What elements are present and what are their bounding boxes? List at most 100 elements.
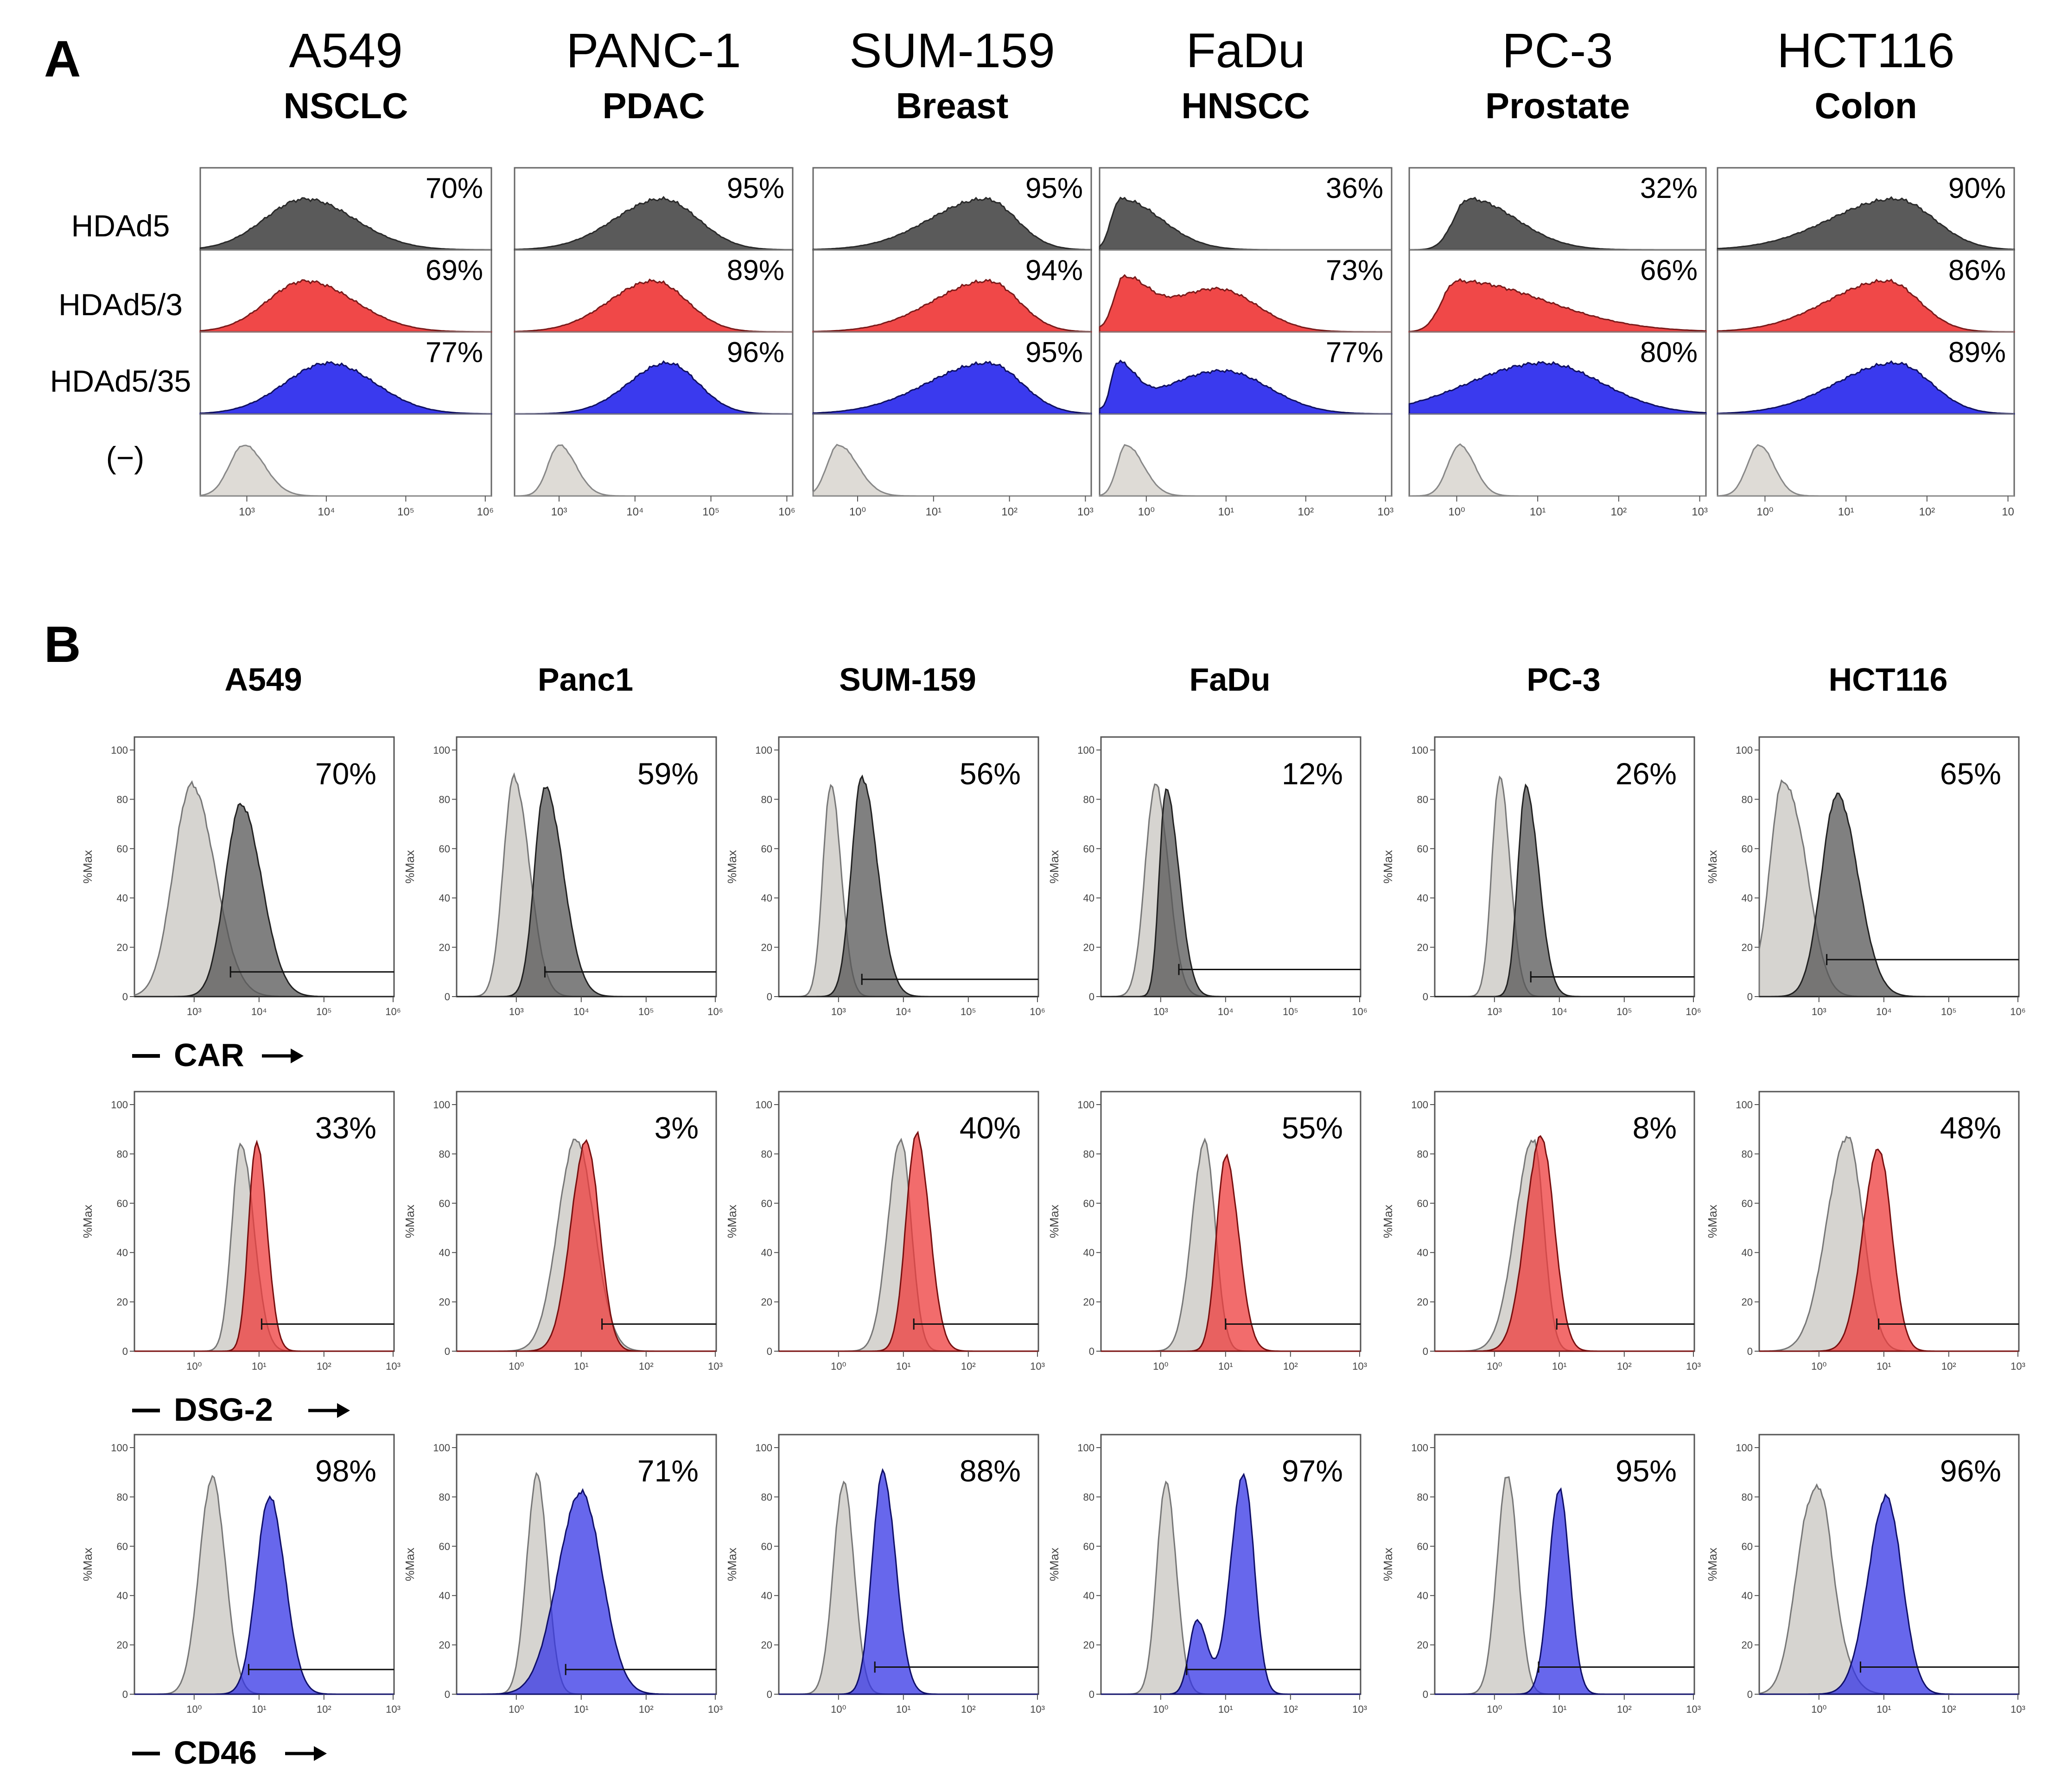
panel-b-percent: 65%: [1940, 756, 2001, 791]
panel-b-y-tick-label: 0: [122, 991, 128, 1003]
panel-b-y-tick-label: 100: [433, 1442, 450, 1454]
panel-a-column: PANC-1 PDAC 95% 89% 96% 10³ 10⁴ 10⁵ 10⁶: [514, 24, 795, 518]
panel-b-y-tick-label: 60: [117, 1541, 128, 1552]
panel-b-y-axis-label: %Max: [1381, 850, 1395, 883]
panel-b-y-tick-label: 20: [1417, 1639, 1428, 1651]
panel-a-cancer-type: NSCLC: [284, 85, 408, 126]
panel-a-x-tick-label: 10³: [1692, 506, 1708, 518]
panel-a-percent: 73%: [1326, 254, 1383, 286]
panel-b-cell-line-title: A549: [224, 661, 302, 698]
panel-a-cancer-type: Prostate: [1485, 85, 1630, 126]
panel-a-x-tick-label: 10⁵: [702, 506, 719, 518]
panel-b-x-tick-label: 10³: [1352, 1703, 1367, 1715]
panel-a-x-tick-label: 10³: [551, 506, 567, 518]
panel-b-y-tick-label: 0: [1089, 1346, 1094, 1357]
panel-a-cell-line-title: SUM-159: [849, 24, 1055, 78]
panel-b-y-tick-label: 100: [111, 744, 128, 756]
panel-b-y-tick-label: 60: [117, 843, 128, 855]
panel-b-y-tick-label: 60: [1083, 1198, 1094, 1209]
panel-b-y-tick-label: 40: [1417, 892, 1428, 904]
panel-b-y-tick-label: 20: [439, 1296, 450, 1308]
panel-b-x-tick-label: 10¹: [574, 1360, 589, 1372]
panel-b-x-tick-label: 10¹: [1218, 1703, 1233, 1715]
panel-a-percent: 89%: [727, 254, 784, 286]
panel-b-x-tick-label: 10²: [1617, 1360, 1632, 1372]
panel-b-y-tick-label: 40: [117, 892, 128, 904]
panel-b-x-tick-label: 10⁵: [316, 1006, 332, 1017]
panel-b-y-tick-label: 0: [1747, 991, 1753, 1003]
panel-b-y-tick-label: 60: [761, 1541, 772, 1552]
panel-b-x-tick-label: 10⁶: [1686, 1006, 1701, 1017]
panel-b-y-tick-label: 20: [1742, 1639, 1753, 1651]
panel-b-x-tick-label: 10⁴: [1552, 1006, 1567, 1017]
panel-b-y-tick-label: 60: [1742, 1198, 1753, 1209]
panel-b-y-tick-label: 20: [761, 1296, 772, 1308]
panel-b-percent: 33%: [315, 1111, 376, 1145]
panel-a-histogram-hdad5-35: [514, 360, 793, 415]
panel-b-y-tick-label: 100: [433, 744, 450, 756]
panel-b-percent: 96%: [1940, 1454, 2001, 1488]
panel-b-y-tick-label: 20: [1083, 1296, 1094, 1308]
panel-a-histogram-negative: [1099, 444, 1392, 497]
panel-b-y-tick-label: 40: [117, 1590, 128, 1601]
panel-a-percent: 90%: [1948, 172, 2006, 204]
panel-b-y-tick-label: 40: [1083, 1590, 1094, 1601]
panel-b-row-car: 70% 0 20 40 60 80 100 %Max 10³ 10⁴ 10⁵ 10⁶ 59% 0 20 40 6…: [81, 736, 2026, 1073]
panel-b-y-tick-label: 0: [1423, 1346, 1428, 1357]
panel-b-cell-line-title: FaDu: [1190, 661, 1271, 698]
panel-b-x-tick-label: 10⁶: [2010, 1006, 2026, 1017]
panel-b-stained-histogram: [457, 1488, 716, 1695]
panel-b-y-axis-label: %Max: [1047, 850, 1061, 883]
panel-b-y-axis-label: %Max: [725, 1205, 739, 1238]
panel-b-y-tick-label: 80: [761, 1148, 772, 1160]
panel-a-histogram-hdad5: [514, 196, 794, 251]
panel-a-x-tick-label: 10⁵: [397, 506, 414, 518]
panel-a-x-tick-label: 10²: [1919, 506, 1935, 518]
panel-b-x-tick-label: 10²: [317, 1360, 331, 1372]
panel-a-x-tick-label: 10¹: [1218, 506, 1234, 518]
panel-b-x-tick-label: 10¹: [1552, 1703, 1567, 1715]
panel-a-percent: 77%: [426, 337, 483, 369]
panel-a-percent: 89%: [1948, 337, 2006, 369]
panel-a-row-label: HDAd5: [71, 209, 170, 243]
panel-a-column: HCT116 Colon 90% 86% 89% 10⁰ 10¹ 10² 10: [1717, 24, 2015, 518]
panel-a-cancer-type: HNSCC: [1181, 85, 1310, 126]
panel-b-y-tick-label: 60: [439, 1541, 450, 1552]
panel-b-y-tick-label: 60: [1742, 1541, 1753, 1552]
panel-b-stained-histogram: [779, 774, 1038, 998]
panel-a-column: A549 NSCLC 70% 69% 77% 10³ 10⁴ 10⁵ 10⁶: [199, 24, 494, 518]
panel-b-y-tick-label: 20: [1417, 942, 1428, 953]
panel-b-axis-arrow-icon: [337, 1403, 350, 1418]
panel-a-histogram-hdad5-35: [1099, 359, 1393, 415]
panel-b-x-tick-label: 10⁶: [385, 1006, 401, 1017]
panel-b-axis-arrow-icon: [291, 1049, 304, 1063]
panel-b-x-tick-label: 10³: [708, 1360, 723, 1372]
panel-a-x-tick-label: 10⁰: [1756, 506, 1773, 518]
panel-b-x-tick-label: 10¹: [1218, 1360, 1233, 1372]
panel-b-y-tick-label: 0: [1089, 1689, 1094, 1700]
panel-a-histogram-negative: [1717, 444, 2014, 497]
panel-a-percent: 86%: [1948, 254, 2006, 286]
panel-b-x-tick-label: 10²: [639, 1360, 654, 1372]
panel-b-stained-histogram: [779, 1468, 1038, 1695]
panel-a-histogram-hdad5-3: [514, 278, 793, 333]
panel-a-cell-line-title: HCT116: [1777, 24, 1954, 78]
panel-a-histogram-hdad5-35: [812, 361, 1092, 415]
panel-a-histogram-hdad5-3: [1717, 279, 2015, 333]
panel-b-y-tick-label: 40: [1417, 1590, 1428, 1601]
panel-b-y-axis-label: %Max: [81, 850, 95, 883]
panel-b-y-tick-label: 60: [439, 1198, 450, 1209]
panel-b-x-tick-label: 10²: [961, 1360, 976, 1372]
panel-a-percent: 70%: [426, 172, 483, 204]
panel-a-percent: 32%: [1640, 172, 1698, 204]
panel-b-stained-histogram: [1101, 1153, 1361, 1352]
panel-a-histogram-hdad5: [199, 197, 492, 251]
panel-b-x-tick-label: 10³: [1487, 1006, 1502, 1017]
panel-b-y-axis-label: %Max: [403, 1205, 417, 1238]
panel-b-x-tick-label: 10³: [1686, 1703, 1701, 1715]
panel-a-column: SUM-159 Breast 95% 94% 95% 10⁰ 10¹ 10² 10³: [812, 24, 1094, 518]
panel-b-y-tick-label: 80: [1417, 794, 1428, 805]
panel-b-x-tick-label: 10³: [509, 1006, 524, 1017]
panel-b-y-tick-label: 40: [1083, 892, 1094, 904]
